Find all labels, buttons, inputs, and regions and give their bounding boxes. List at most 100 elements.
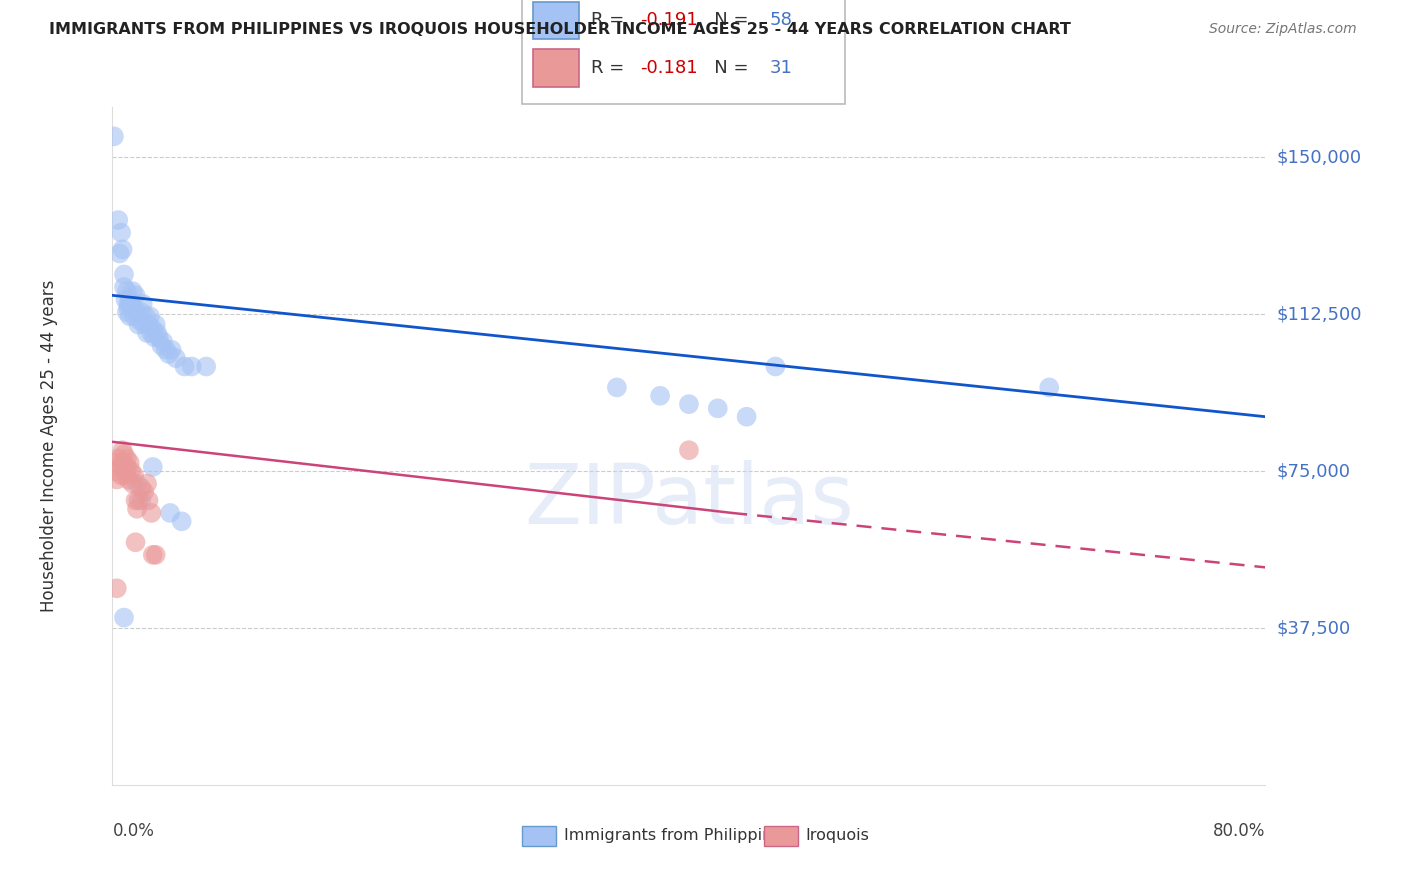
Point (650, 389, 672, 403)
Point (142, 459, 165, 474)
Point (107, 213, 129, 227)
Text: Immigrants from Philippines: Immigrants from Philippines (564, 829, 792, 843)
Point (110, 226, 132, 240)
Point (115, 284, 138, 298)
FancyBboxPatch shape (522, 0, 845, 103)
Text: Source: ZipAtlas.com: Source: ZipAtlas.com (1209, 22, 1357, 37)
Point (108, 459, 131, 474)
Point (124, 493, 146, 508)
Point (1038, 380, 1060, 394)
Point (112, 280, 135, 294)
Point (117, 301, 139, 315)
Point (122, 468, 145, 483)
Point (117, 296, 139, 310)
Point (129, 481, 153, 495)
Point (121, 301, 143, 315)
Point (134, 318, 156, 332)
Point (108, 246, 131, 260)
Point (103, 456, 125, 470)
Point (735, 409, 758, 424)
Text: N =: N = (697, 12, 754, 29)
Point (180, 359, 202, 374)
Point (120, 296, 142, 310)
Point (146, 326, 169, 340)
Point (120, 464, 142, 478)
Text: 31: 31 (769, 59, 793, 77)
Text: 80.0%: 80.0% (1213, 822, 1265, 840)
Point (765, 359, 787, 374)
Point (105, 582, 128, 596)
Point (606, 380, 628, 394)
Point (124, 535, 146, 549)
Point (103, 129, 125, 144)
Point (110, 468, 132, 483)
Point (150, 338, 173, 352)
Bar (533, 2, 579, 39)
Text: R =: R = (591, 12, 630, 29)
Point (114, 468, 136, 483)
Point (155, 343, 177, 357)
Point (121, 284, 143, 298)
Text: $37,500: $37,500 (1277, 619, 1351, 637)
Point (195, 359, 218, 374)
Point (159, 506, 181, 520)
Text: IMMIGRANTS FROM PHILIPPINES VS IROQUOIS HOUSEHOLDER INCOME AGES 25 - 44 YEARS CO: IMMIGRANTS FROM PHILIPPINES VS IROQUOIS … (49, 22, 1071, 37)
Text: -0.191: -0.191 (641, 12, 699, 29)
Point (122, 310, 145, 324)
Point (124, 288, 146, 302)
Point (125, 501, 148, 516)
Point (165, 351, 187, 365)
Point (707, 401, 730, 416)
Point (118, 310, 141, 324)
Point (104, 464, 127, 478)
Point (135, 310, 157, 324)
Point (678, 443, 700, 458)
Text: ZIPatlas: ZIPatlas (524, 459, 853, 541)
Text: $75,000: $75,000 (1277, 462, 1351, 480)
Point (141, 326, 163, 340)
Point (148, 330, 170, 344)
Point (127, 318, 149, 332)
Text: -0.181: -0.181 (641, 59, 699, 77)
Point (114, 459, 136, 474)
Point (107, 451, 129, 466)
Point (141, 506, 163, 520)
Point (105, 473, 128, 487)
Text: Householder Income Ages 25 - 44 years: Householder Income Ages 25 - 44 years (39, 280, 58, 612)
Point (139, 310, 162, 324)
Point (127, 493, 149, 508)
Point (118, 293, 141, 307)
Bar (533, 49, 579, 87)
Point (118, 456, 141, 470)
Point (173, 359, 195, 374)
Point (134, 485, 156, 500)
Point (115, 459, 138, 474)
Text: $112,500: $112,500 (1277, 305, 1362, 323)
Point (136, 326, 159, 340)
Point (138, 493, 160, 508)
Point (160, 343, 183, 357)
Point (678, 397, 700, 411)
Point (125, 476, 148, 491)
Bar (763, 826, 799, 846)
Point (111, 243, 134, 257)
Point (136, 476, 159, 491)
Point (121, 476, 143, 491)
Text: Iroquois: Iroquois (806, 829, 869, 843)
Point (145, 318, 167, 332)
Point (111, 443, 134, 458)
Text: R =: R = (591, 59, 630, 77)
Point (138, 318, 160, 332)
Point (143, 330, 166, 344)
Point (112, 610, 135, 624)
Point (115, 305, 138, 319)
Point (125, 305, 148, 319)
Point (117, 473, 139, 487)
Point (112, 268, 135, 282)
Text: 58: 58 (769, 12, 793, 29)
Point (129, 493, 153, 508)
Text: $150,000: $150,000 (1277, 148, 1361, 166)
Point (142, 548, 165, 562)
Point (112, 447, 135, 461)
Point (129, 305, 153, 319)
